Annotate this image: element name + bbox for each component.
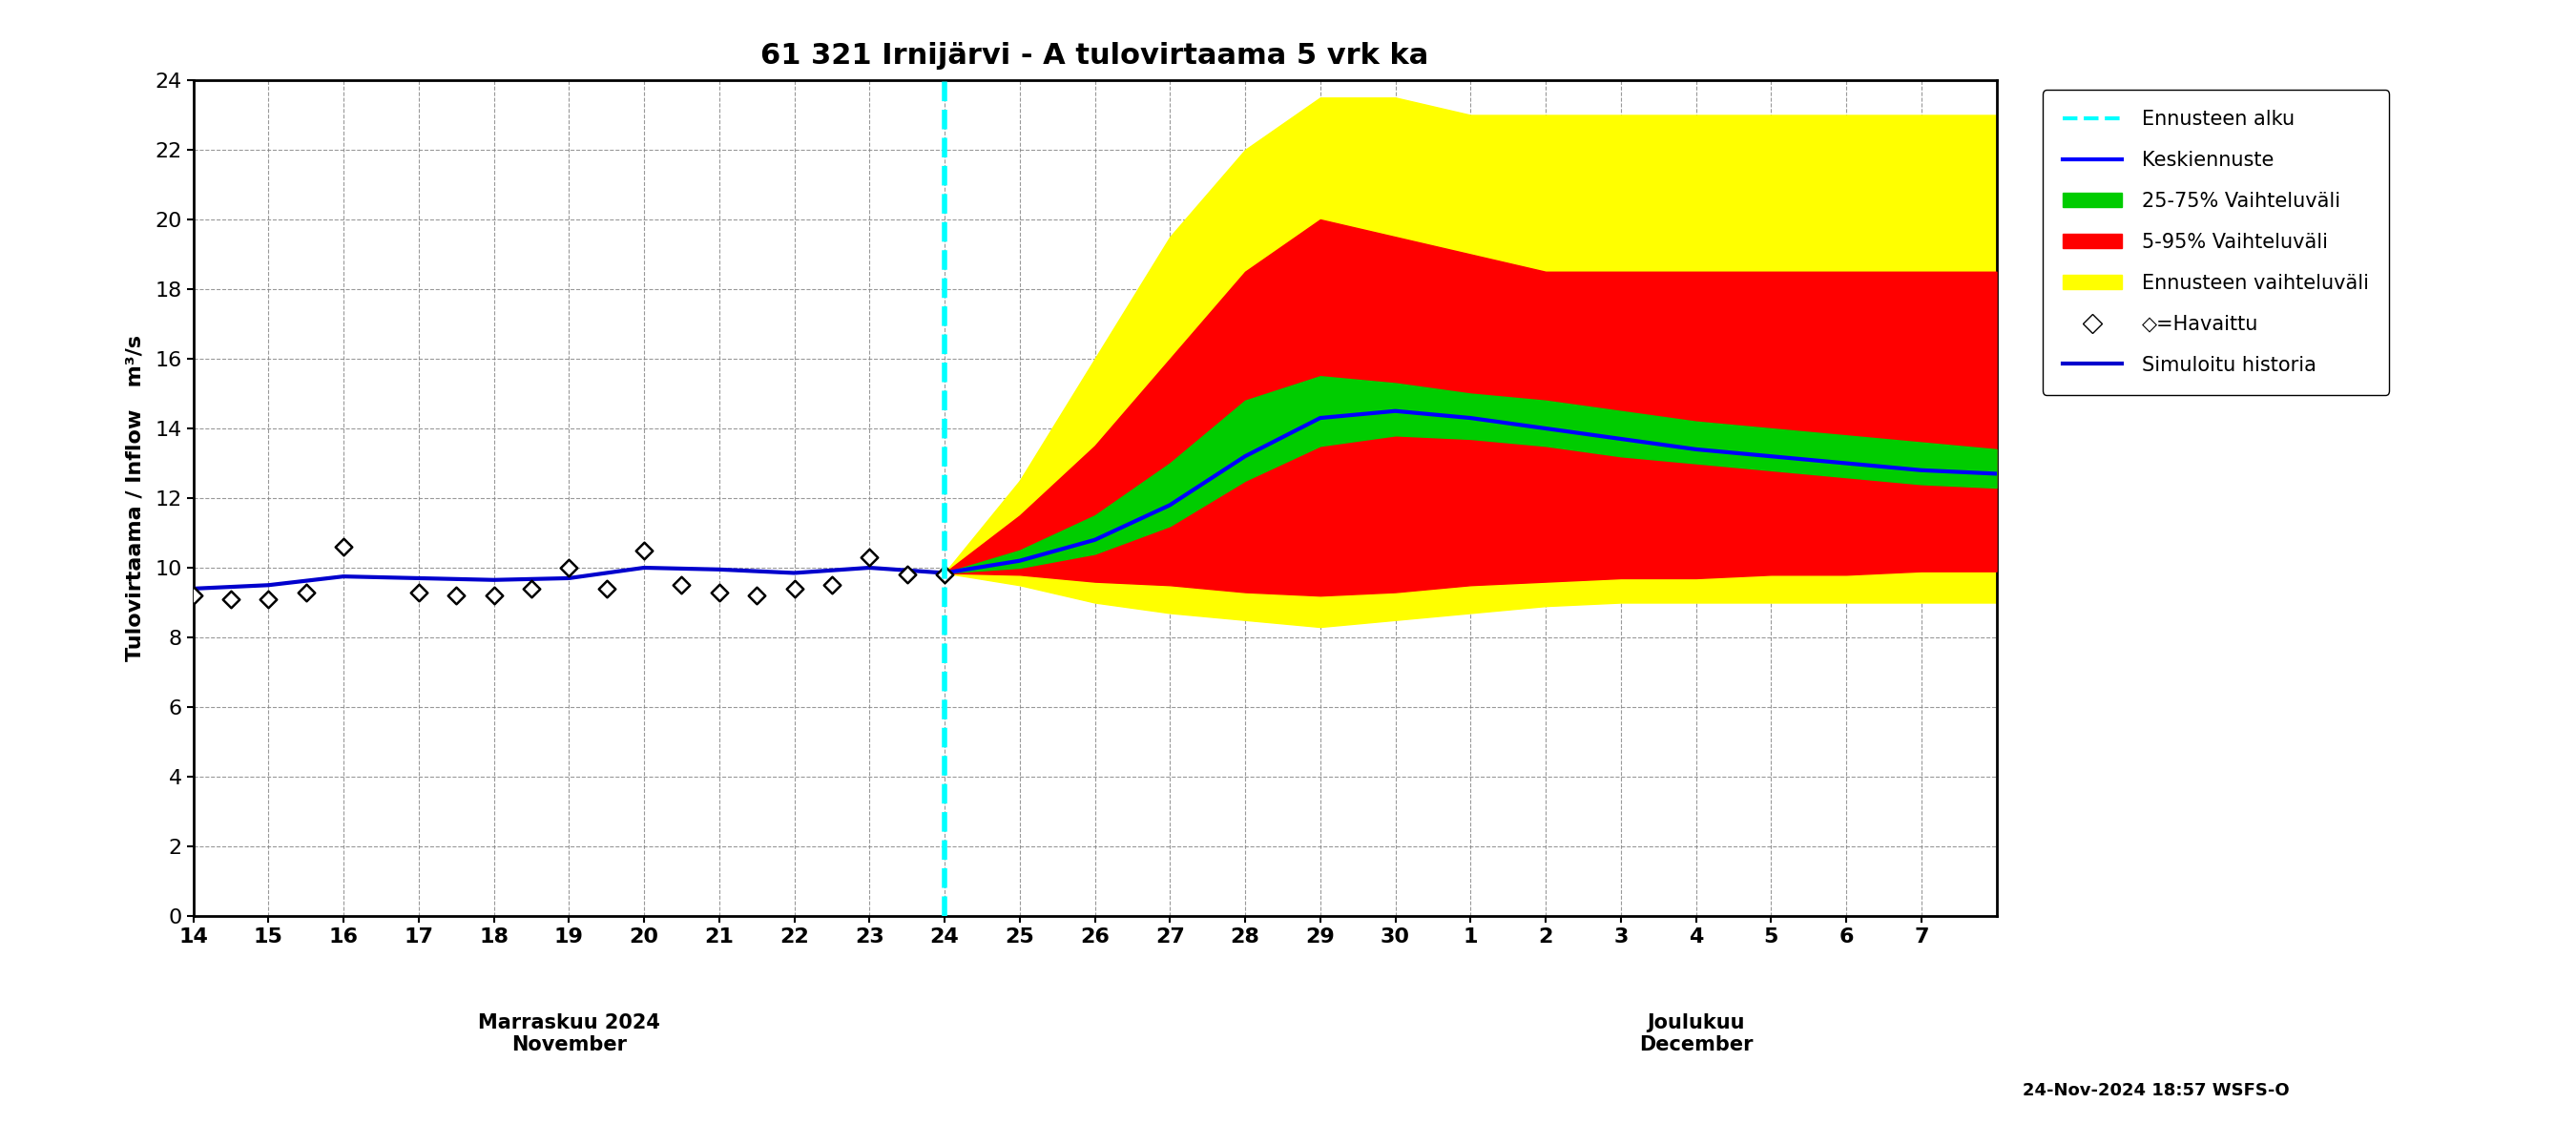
Legend: Ennusteen alku, Keskiennuste, 25-75% Vaihteluväli, 5-95% Vaihteluväli, Ennusteen: Ennusteen alku, Keskiennuste, 25-75% Vai… bbox=[2043, 90, 2388, 395]
Point bbox=[585, 579, 626, 598]
Point bbox=[173, 586, 214, 605]
Point bbox=[399, 583, 440, 601]
Point bbox=[435, 586, 477, 605]
Point bbox=[886, 566, 927, 584]
Point bbox=[474, 586, 515, 605]
Text: Joulukuu
December: Joulukuu December bbox=[1638, 1013, 1752, 1055]
Point bbox=[662, 576, 703, 594]
Point bbox=[737, 586, 778, 605]
Point bbox=[322, 538, 363, 556]
Point bbox=[286, 583, 327, 601]
Text: 24-Nov-2024 18:57 WSFS-O: 24-Nov-2024 18:57 WSFS-O bbox=[2022, 1082, 2290, 1099]
Point bbox=[811, 576, 853, 594]
Point bbox=[510, 579, 551, 598]
Point bbox=[211, 590, 252, 608]
Point bbox=[549, 559, 590, 577]
Point bbox=[773, 579, 814, 598]
Point bbox=[925, 566, 966, 584]
Y-axis label: Tulovirtaama / Inflow   m³/s: Tulovirtaama / Inflow m³/s bbox=[126, 334, 144, 661]
Point bbox=[247, 590, 289, 608]
Text: Marraskuu 2024
November: Marraskuu 2024 November bbox=[477, 1013, 659, 1055]
Title: 61 321 Irnijärvi - A tulovirtaama 5 vrk ka: 61 321 Irnijärvi - A tulovirtaama 5 vrk … bbox=[760, 42, 1430, 70]
Point bbox=[850, 548, 891, 567]
Point bbox=[623, 542, 665, 560]
Point bbox=[698, 583, 739, 601]
